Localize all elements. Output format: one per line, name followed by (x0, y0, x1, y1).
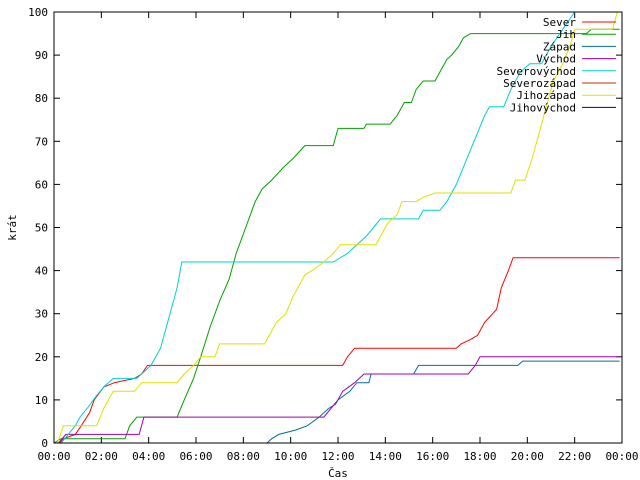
y-tick-label: 70 (35, 135, 48, 148)
legend-label: Severovýchod (497, 65, 576, 78)
series-line (53, 28, 620, 444)
y-tick-label: 40 (35, 265, 48, 278)
x-tick-label: 16:00 (416, 450, 449, 463)
x-tick-label: 20:00 (511, 450, 544, 463)
series-line (60, 11, 576, 444)
legend-label: Západ (543, 40, 576, 53)
series-lines (53, 11, 620, 444)
x-tick-label: 12:00 (321, 450, 354, 463)
legend: SeverJihZápadVýchodSeverovýchodSeverozáp… (497, 16, 616, 114)
legend-label: Východ (536, 53, 576, 66)
x-tick-label: 14:00 (369, 450, 402, 463)
x-axis-label: Čas (328, 467, 348, 480)
y-tick-label: 10 (35, 394, 48, 407)
legend-label: Jihovýchod (510, 101, 576, 114)
x-tick-label: 02:00 (85, 450, 118, 463)
y-axis-label: krát (6, 214, 19, 241)
series-line (57, 11, 618, 444)
y-tick-label: 0 (41, 437, 48, 450)
series-line (266, 360, 620, 444)
x-tick-label: 00:00 (605, 450, 638, 463)
y-tick-label: 100 (28, 6, 48, 19)
legend-label: Sever (543, 16, 576, 29)
x-tick-label: 04:00 (132, 450, 165, 463)
y-tick-label: 60 (35, 178, 48, 191)
legend-label: Jihozápad (516, 89, 576, 102)
x-tick-label: 08:00 (227, 450, 260, 463)
y-tick-label: 50 (35, 222, 48, 235)
y-tick-label: 90 (35, 49, 48, 62)
legend-label: Severozápad (503, 77, 576, 90)
legend-label: Jih (556, 28, 576, 41)
y-tick-label: 80 (35, 92, 48, 105)
x-tick-label: 06:00 (179, 450, 212, 463)
series-line (59, 257, 620, 444)
x-tick-label: 18:00 (463, 450, 496, 463)
x-tick-label: 00:00 (37, 450, 70, 463)
y-tick-label: 30 (35, 308, 48, 321)
x-tick-label: 22:00 (558, 450, 591, 463)
tick-labels: 0 10 20 30 40 50 60 70 80 90 100 00:00 02:00 04:00 06:… (28, 6, 638, 463)
series-line (58, 356, 620, 444)
x-tick-label: 10:00 (274, 450, 307, 463)
y-tick-label: 20 (35, 351, 48, 364)
plot-frame (53, 11, 623, 444)
